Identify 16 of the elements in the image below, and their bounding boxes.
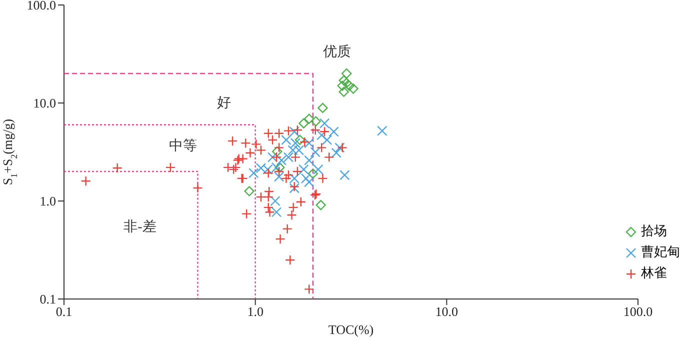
y-tick-label: 0.1 xyxy=(40,292,56,307)
annotation: 好 xyxy=(217,95,231,112)
y-tick-label: 1.0 xyxy=(40,194,56,209)
x-tick-label: 10.0 xyxy=(435,304,458,320)
x-axis-title: TOC(%) xyxy=(328,322,374,337)
annotation: 中等 xyxy=(169,138,197,155)
y-tick-label: 100.0 xyxy=(26,0,56,13)
x-tick-label: 0.1 xyxy=(56,304,72,320)
legend-label: 曹妃甸 xyxy=(641,244,680,262)
annotation: 非-差 xyxy=(124,218,156,236)
y-tick-label: 10.0 xyxy=(33,96,56,111)
x-tick-label: 100.0 xyxy=(623,304,653,320)
legend-label: 林雀 xyxy=(641,265,667,283)
annotation: 优质 xyxy=(323,44,351,61)
x-tick-label: 1.0 xyxy=(247,304,264,320)
legend-label: 拾场 xyxy=(641,223,667,241)
